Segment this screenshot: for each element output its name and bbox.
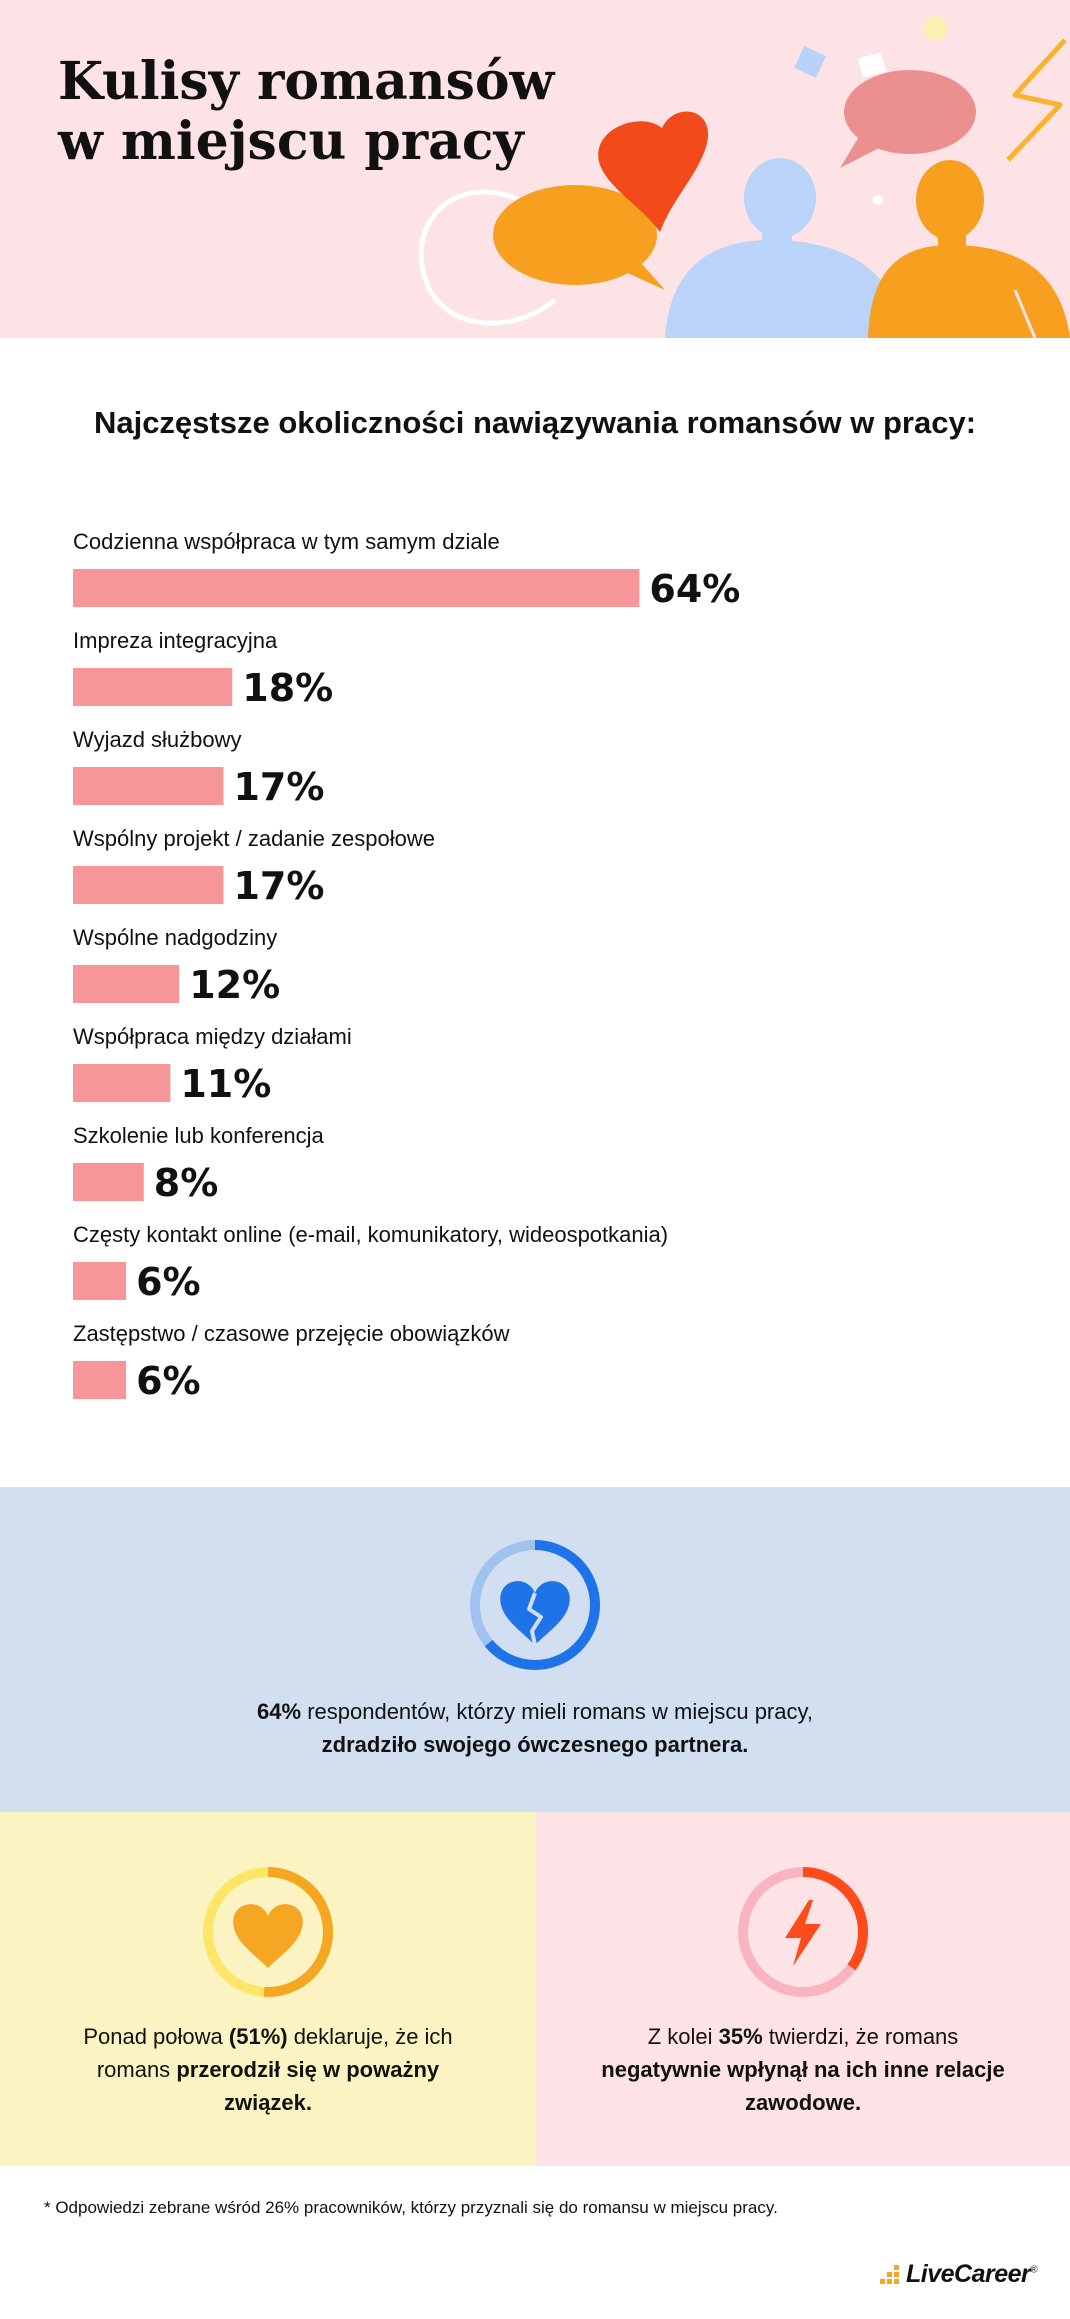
progress-ring-serious-relationship <box>203 1867 333 1997</box>
page-title-line1: Kulisy romansów <box>58 51 555 112</box>
category-label: Impreza integracyjna <box>73 628 278 653</box>
bar-chart: Codzienna współpraca w tym samym dziale 6… <box>73 529 740 1403</box>
red-heart-icon <box>598 111 709 232</box>
category-label: Wyjazd służbowy <box>73 727 242 752</box>
orange-speech-bubble-icon <box>493 185 665 290</box>
confetti-dot <box>873 195 883 205</box>
value-label: 17% <box>233 864 324 908</box>
value-label: 6% <box>136 1260 201 1304</box>
orange-person-illustration <box>868 160 1070 338</box>
bar <box>73 1064 171 1102</box>
confetti-square <box>857 52 887 78</box>
confetti-square <box>794 46 826 78</box>
category-label: Codzienna współpraca w tym samym dziale <box>73 529 500 554</box>
stat-panel-negative-impact: Z kolei 35% twierdzi, że romans negatywn… <box>536 1812 1070 2166</box>
stat-value-negative-impact: 35% <box>718 2024 763 2049</box>
logo-text: LiveCareer® <box>906 2260 1038 2288</box>
footnote: * Odpowiedzi zebrane wśród 26% pracownik… <box>44 2198 778 2217</box>
bar <box>73 569 640 607</box>
heart-icon <box>233 1904 303 1968</box>
value-label: 6% <box>136 1359 201 1403</box>
broken-heart-icon <box>500 1581 570 1646</box>
livecareer-logo: LiveCareer® <box>880 2260 1038 2289</box>
progress-ring-infidelity <box>470 1540 600 1670</box>
blue-person-illustration <box>665 158 905 338</box>
value-label: 64% <box>649 567 740 611</box>
stat-value-infidelity: 64% <box>257 1699 302 1724</box>
bar <box>73 767 224 805</box>
romance-illustration <box>418 16 1070 338</box>
stat-panel-serious-relationship: Ponad połowa (51%) deklaruje, że ich rom… <box>0 1812 536 2166</box>
bar <box>73 1361 127 1399</box>
zigzag-decoration <box>1006 38 1067 162</box>
pink-speech-bubble-icon <box>840 70 976 168</box>
category-label: Częsty kontakt online (e-mail, komunikat… <box>73 1222 668 1247</box>
bar <box>73 668 233 706</box>
value-label: 8% <box>154 1161 219 1205</box>
category-label: Wspólne nadgodziny <box>73 925 277 950</box>
header-banner: Kulisy romansów w miejscu pracy <box>0 0 1070 338</box>
value-label: 11% <box>180 1062 271 1106</box>
stat-text-infidelity: 64% respondentów, którzy mieli romans w … <box>257 1699 813 1757</box>
stat-text-serious-relationship: Ponad połowa (51%) deklaruje, że ich rom… <box>83 2024 453 2115</box>
stat-panel-infidelity: 64% respondentów, którzy mieli romans w … <box>0 1487 1070 1812</box>
category-label: Wspólny projekt / zadanie zespołowe <box>73 826 435 851</box>
category-label: Współpraca między działami <box>73 1024 352 1049</box>
stat-value-serious-relationship: (51%) <box>228 2024 288 2049</box>
bar <box>73 866 224 904</box>
bar <box>73 1163 144 1201</box>
bar <box>73 965 180 1003</box>
chart-title: Najczęstsze okoliczności nawiązywania ro… <box>93 405 977 440</box>
page-title: Kulisy romansów w miejscu pracy <box>58 52 554 172</box>
value-label: 12% <box>189 963 280 1007</box>
category-label: Szkolenie lub konferencja <box>73 1123 324 1148</box>
page-title-line2: w miejscu pracy <box>58 111 524 172</box>
bar <box>73 1262 127 1300</box>
stat-text-negative-impact: Z kolei 35% twierdzi, że romans negatywn… <box>601 2024 1005 2115</box>
value-label: 18% <box>242 666 333 710</box>
lightning-icon <box>785 1900 821 1966</box>
category-label: Zastępstwo / czasowe przejęcie obowiązkó… <box>73 1321 510 1346</box>
logo-dots-icon <box>880 2264 899 2284</box>
progress-ring-negative-impact <box>738 1867 868 1997</box>
value-label: 17% <box>233 765 324 809</box>
swirl-decoration <box>418 189 557 326</box>
confetti-dot <box>923 16 947 40</box>
